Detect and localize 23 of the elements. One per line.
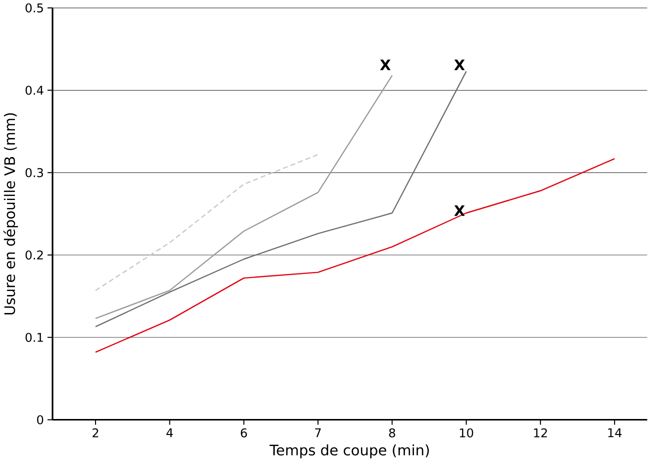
- x-tick-label: 10: [460, 428, 474, 438]
- y-tick-label: 0: [37, 415, 44, 424]
- line-series: [94, 154, 319, 292]
- line-series: [94, 70, 467, 328]
- y-tick-label: 0.4: [26, 86, 44, 95]
- y-tick-label: 0.5: [26, 4, 43, 13]
- line-series: [94, 75, 393, 320]
- x-axis-title: Temps de coupe (min): [270, 444, 429, 458]
- y-tick-label: 0.1: [26, 332, 43, 342]
- annotation: X: [454, 206, 465, 216]
- x-tick-label: 6: [240, 428, 247, 438]
- x-tick-label: 14: [608, 428, 622, 438]
- annotation: X: [380, 60, 391, 70]
- x-tick-label: 8: [389, 428, 396, 438]
- y-tick-label: 0.2: [26, 250, 43, 260]
- line-series: [94, 158, 616, 353]
- y-axis-title: Usure en dépouille VB (mm): [3, 113, 18, 315]
- x-tick-label: 4: [166, 428, 173, 438]
- y-tick-label: 0.3: [26, 168, 43, 178]
- x-tick-label: 7: [315, 428, 321, 438]
- x-tick-label: 12: [534, 428, 547, 438]
- annotation: X: [454, 60, 465, 70]
- x-tick-label: 2: [92, 428, 98, 438]
